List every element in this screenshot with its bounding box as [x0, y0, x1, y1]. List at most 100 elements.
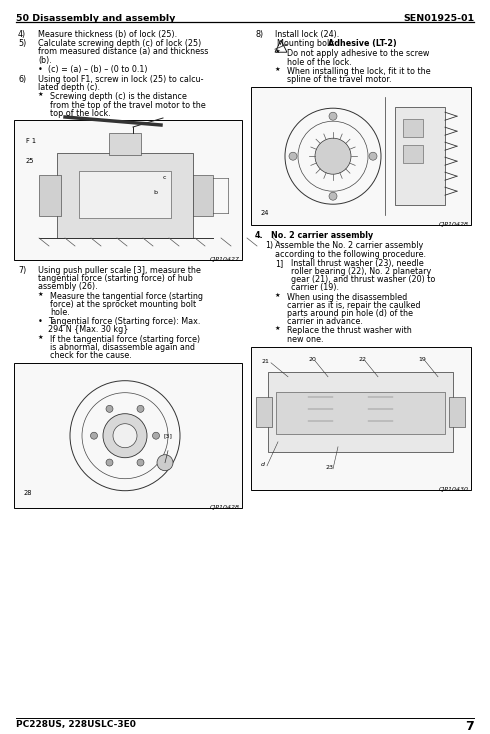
Circle shape — [329, 192, 337, 200]
Text: 6): 6) — [18, 75, 26, 84]
Text: 4): 4) — [18, 30, 26, 39]
Text: Using tool F1, screw in lock (25) to calcu-: Using tool F1, screw in lock (25) to cal… — [38, 75, 203, 84]
Text: When using the disassembled: When using the disassembled — [287, 293, 407, 302]
Bar — [109, 133, 141, 155]
Circle shape — [91, 432, 98, 439]
Bar — [57, 153, 193, 238]
Text: CJP10430: CJP10430 — [439, 487, 469, 492]
Text: Install thrust washer (23), needle: Install thrust washer (23), needle — [291, 259, 424, 268]
Text: 294 N {Max. 30 kg}: 294 N {Max. 30 kg} — [48, 325, 128, 335]
Text: spline of the travel motor.: spline of the travel motor. — [287, 75, 392, 84]
Bar — [79, 171, 171, 218]
Bar — [403, 119, 423, 137]
Text: 21: 21 — [261, 359, 269, 364]
Text: 28: 28 — [24, 490, 32, 496]
Bar — [403, 145, 423, 163]
Text: ★: ★ — [275, 49, 281, 54]
Text: check for the cause.: check for the cause. — [50, 351, 132, 360]
Text: ★: ★ — [38, 291, 44, 297]
Text: Screwing depth (c) is the distance: Screwing depth (c) is the distance — [50, 92, 187, 101]
Text: carrier in advance.: carrier in advance. — [287, 317, 363, 326]
Text: ★: ★ — [38, 92, 44, 98]
Text: No. 2 carrier assembly: No. 2 carrier assembly — [271, 231, 373, 240]
Bar — [251, 87, 471, 225]
Text: Calculate screwing depth (c) of lock (25): Calculate screwing depth (c) of lock (25… — [38, 39, 201, 48]
Text: ★: ★ — [275, 67, 281, 72]
Text: Install lock (24).: Install lock (24). — [275, 30, 339, 39]
Text: CJP10428: CJP10428 — [439, 222, 469, 228]
Bar — [193, 175, 213, 216]
Text: Tangential force (Starting force): Max.: Tangential force (Starting force): Max. — [48, 317, 200, 326]
Bar — [268, 372, 453, 452]
Text: Mounting bolt:: Mounting bolt: — [277, 39, 338, 48]
Circle shape — [106, 459, 113, 466]
Bar — [39, 175, 61, 216]
Text: 50 Disassembly and assembly: 50 Disassembly and assembly — [16, 14, 175, 23]
Text: top of the lock.: top of the lock. — [50, 109, 111, 117]
Text: Assemble the No. 2 carrier assembly: Assemble the No. 2 carrier assembly — [275, 241, 423, 250]
Text: 7: 7 — [465, 720, 474, 733]
Text: •: • — [38, 317, 43, 326]
Text: roller bearing (22), No. 2 planetary: roller bearing (22), No. 2 planetary — [291, 267, 431, 276]
Text: from the top of the travel motor to the: from the top of the travel motor to the — [50, 101, 206, 109]
Text: Replace the thrust washer with: Replace the thrust washer with — [287, 327, 412, 335]
Bar — [251, 346, 471, 490]
Text: 22: 22 — [358, 357, 366, 362]
Bar — [449, 397, 465, 426]
Text: When installing the lock, fit it to the: When installing the lock, fit it to the — [287, 67, 431, 76]
Text: SEN01925-01: SEN01925-01 — [403, 14, 474, 23]
Text: 4.: 4. — [255, 231, 264, 240]
Circle shape — [329, 112, 337, 120]
Text: (c) = (a) – (b) – (0 to 0.1): (c) = (a) – (b) – (0 to 0.1) — [48, 65, 147, 74]
Text: from measured distance (a) and thickness: from measured distance (a) and thickness — [38, 48, 208, 57]
Bar — [256, 397, 272, 426]
Text: carrier as it is, repair the caulked: carrier as it is, repair the caulked — [287, 301, 420, 310]
Circle shape — [106, 405, 113, 413]
Circle shape — [103, 414, 147, 458]
Circle shape — [152, 432, 160, 439]
Text: CJP10428: CJP10428 — [210, 505, 240, 510]
Text: 1]: 1] — [275, 259, 283, 268]
Text: according to the following procedure.: according to the following procedure. — [275, 250, 426, 258]
Text: 19: 19 — [418, 357, 426, 362]
Text: F 1: F 1 — [26, 138, 36, 144]
Text: [3]: [3] — [163, 434, 172, 439]
Text: 20: 20 — [308, 357, 316, 362]
Text: new one.: new one. — [287, 335, 323, 344]
Text: 23: 23 — [325, 465, 333, 470]
Text: assembly (26).: assembly (26). — [38, 283, 98, 291]
Circle shape — [137, 459, 144, 466]
Text: is abnormal, disassemble again and: is abnormal, disassemble again and — [50, 343, 195, 352]
Text: 8): 8) — [255, 30, 263, 39]
Text: Do not apply adhesive to the screw: Do not apply adhesive to the screw — [287, 49, 429, 59]
Text: Using push puller scale [3], measure the: Using push puller scale [3], measure the — [38, 266, 201, 275]
Text: •: • — [38, 65, 43, 74]
Circle shape — [315, 138, 351, 174]
Bar — [395, 107, 445, 206]
Text: Measure thickness (b) of lock (25).: Measure thickness (b) of lock (25). — [38, 30, 177, 39]
Text: 25: 25 — [26, 158, 34, 164]
Circle shape — [369, 152, 377, 160]
Text: b: b — [153, 190, 157, 195]
Text: ★: ★ — [275, 293, 281, 297]
Bar — [14, 363, 242, 508]
Text: d: d — [261, 462, 265, 467]
Circle shape — [113, 424, 137, 448]
Circle shape — [137, 405, 144, 413]
Text: parts around pin hole (d) of the: parts around pin hole (d) of the — [287, 309, 413, 318]
Text: hole.: hole. — [50, 308, 70, 317]
Text: PC228US, 228USLC-3E0: PC228US, 228USLC-3E0 — [16, 720, 136, 729]
Text: tangential force (starting force) of hub: tangential force (starting force) of hub — [38, 275, 193, 283]
Text: CJP10427: CJP10427 — [210, 257, 240, 262]
Bar — [276, 392, 445, 434]
Text: (b).: (b). — [38, 56, 52, 65]
Text: ★: ★ — [38, 335, 44, 340]
Text: 24: 24 — [261, 210, 270, 217]
Text: 7): 7) — [18, 266, 26, 275]
Text: If the tangential force (starting force): If the tangential force (starting force) — [50, 335, 200, 344]
Text: 1): 1) — [265, 241, 273, 250]
Circle shape — [289, 152, 297, 160]
Circle shape — [157, 454, 173, 470]
Text: lated depth (c).: lated depth (c). — [38, 83, 100, 92]
Text: Adhesive (LT-2): Adhesive (LT-2) — [328, 39, 397, 48]
